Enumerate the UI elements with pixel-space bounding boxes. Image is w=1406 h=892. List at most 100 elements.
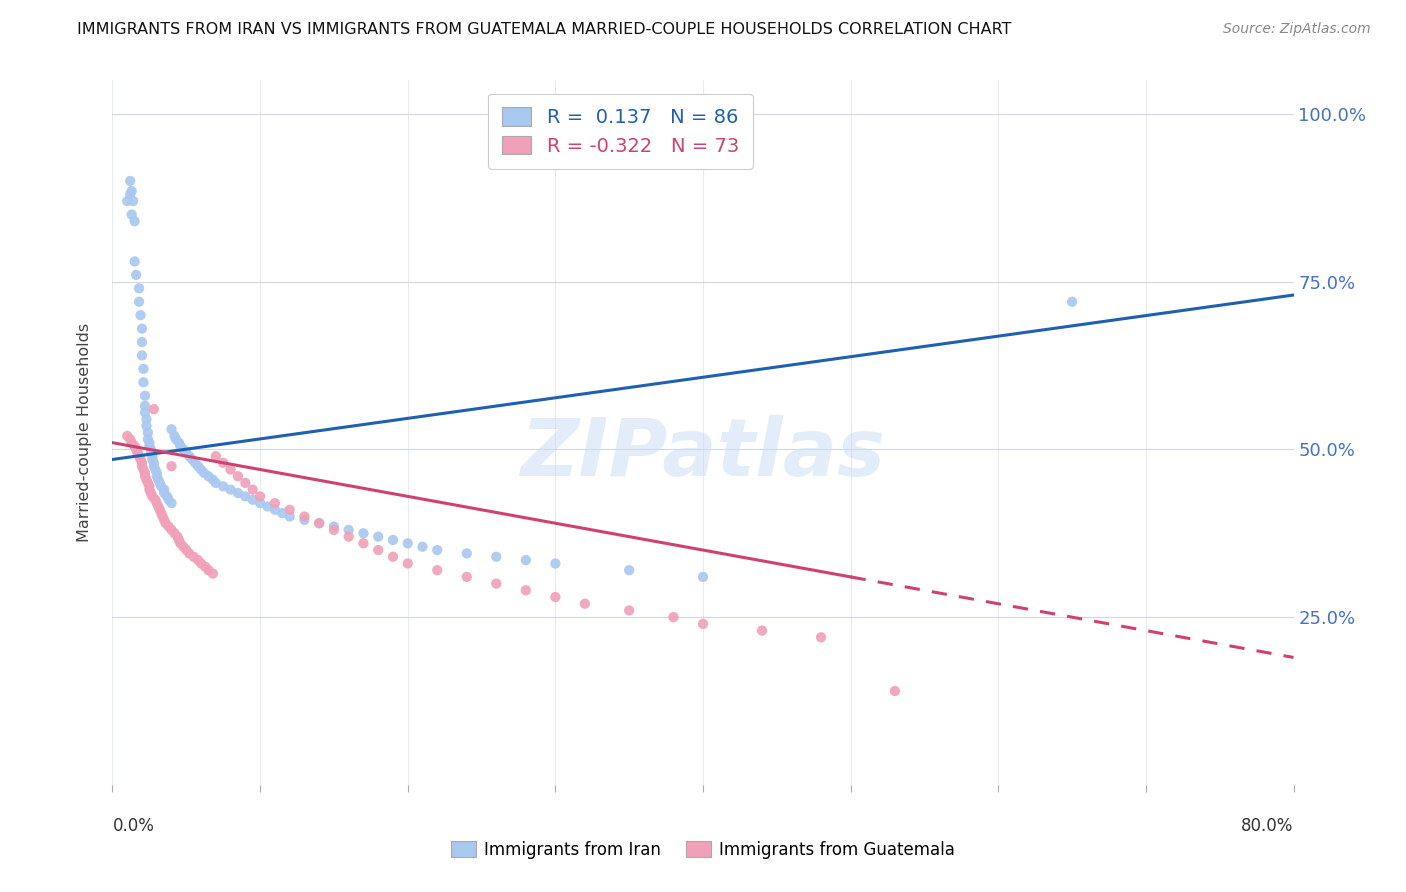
Point bbox=[157, 492, 180, 507]
Point bbox=[233, 489, 256, 503]
Point bbox=[127, 446, 149, 460]
Point bbox=[122, 194, 145, 208]
Point bbox=[163, 429, 186, 443]
Point bbox=[382, 533, 405, 547]
Point bbox=[166, 530, 188, 544]
Point bbox=[139, 486, 162, 500]
Point bbox=[544, 590, 567, 604]
Text: 0.0%: 0.0% bbox=[112, 817, 155, 835]
Point bbox=[396, 536, 419, 550]
Point bbox=[156, 489, 179, 503]
Text: Source: ZipAtlas.com: Source: ZipAtlas.com bbox=[1223, 22, 1371, 37]
Point bbox=[181, 452, 204, 467]
Point bbox=[197, 469, 219, 483]
Point bbox=[142, 456, 165, 470]
Point bbox=[148, 473, 170, 487]
Point bbox=[149, 503, 172, 517]
Point bbox=[141, 452, 163, 467]
Point bbox=[692, 570, 714, 584]
Point bbox=[205, 449, 228, 463]
Point bbox=[264, 503, 287, 517]
Point bbox=[128, 449, 150, 463]
Point bbox=[138, 435, 160, 450]
Point bbox=[219, 462, 242, 476]
Legend: R =  0.137   N = 86, R = -0.322   N = 73: R = 0.137 N = 86, R = -0.322 N = 73 bbox=[488, 94, 752, 169]
Point bbox=[692, 616, 714, 631]
Point bbox=[292, 513, 315, 527]
Point bbox=[662, 610, 685, 624]
Point bbox=[152, 509, 174, 524]
Point bbox=[187, 553, 209, 567]
Point bbox=[121, 184, 143, 198]
Point bbox=[193, 466, 215, 480]
Point bbox=[271, 506, 294, 520]
Point bbox=[135, 412, 157, 426]
Point bbox=[160, 459, 183, 474]
Point bbox=[148, 500, 170, 514]
Point bbox=[129, 308, 152, 322]
Point bbox=[249, 489, 271, 503]
Point bbox=[131, 459, 153, 474]
Point bbox=[142, 402, 165, 417]
Point bbox=[165, 433, 187, 447]
Point bbox=[169, 439, 191, 453]
Point bbox=[411, 540, 433, 554]
Point bbox=[139, 442, 162, 457]
Point bbox=[125, 268, 148, 282]
Point bbox=[278, 503, 301, 517]
Point bbox=[143, 462, 166, 476]
Point bbox=[134, 466, 156, 480]
Point bbox=[1062, 294, 1084, 309]
Point bbox=[197, 563, 219, 577]
Point bbox=[132, 376, 155, 390]
Point bbox=[256, 500, 278, 514]
Point bbox=[884, 684, 907, 698]
Point bbox=[160, 422, 183, 436]
Point bbox=[396, 557, 419, 571]
Point bbox=[139, 446, 162, 460]
Point bbox=[179, 449, 201, 463]
Point bbox=[337, 530, 360, 544]
Point bbox=[135, 418, 157, 433]
Point bbox=[226, 469, 249, 483]
Point bbox=[249, 496, 271, 510]
Point bbox=[242, 483, 264, 497]
Point bbox=[141, 489, 163, 503]
Point bbox=[194, 559, 217, 574]
Point bbox=[212, 479, 235, 493]
Point bbox=[172, 540, 194, 554]
Point bbox=[160, 496, 183, 510]
Point bbox=[226, 486, 249, 500]
Point bbox=[212, 456, 235, 470]
Point bbox=[219, 483, 242, 497]
Point bbox=[515, 553, 537, 567]
Point bbox=[167, 435, 190, 450]
Point bbox=[619, 563, 641, 577]
Point bbox=[124, 439, 146, 453]
Point bbox=[426, 563, 449, 577]
Point bbox=[163, 526, 186, 541]
Point bbox=[136, 475, 159, 490]
Point bbox=[574, 597, 596, 611]
Point bbox=[136, 433, 159, 447]
Point bbox=[146, 469, 169, 483]
Point bbox=[153, 483, 176, 497]
Point bbox=[426, 543, 449, 558]
Point bbox=[352, 526, 374, 541]
Point bbox=[146, 466, 169, 480]
Point bbox=[456, 546, 478, 560]
Point bbox=[308, 516, 330, 531]
Point bbox=[121, 435, 143, 450]
Point bbox=[278, 509, 301, 524]
Point bbox=[544, 557, 567, 571]
Y-axis label: Married-couple Households: Married-couple Households bbox=[77, 323, 91, 542]
Point bbox=[174, 543, 197, 558]
Point bbox=[183, 549, 205, 564]
Point bbox=[120, 187, 142, 202]
Point bbox=[367, 543, 389, 558]
Point bbox=[131, 321, 153, 335]
Legend: Immigrants from Iran, Immigrants from Guatemala: Immigrants from Iran, Immigrants from Gu… bbox=[444, 835, 962, 866]
Point bbox=[134, 469, 156, 483]
Point bbox=[174, 446, 197, 460]
Point bbox=[619, 603, 641, 617]
